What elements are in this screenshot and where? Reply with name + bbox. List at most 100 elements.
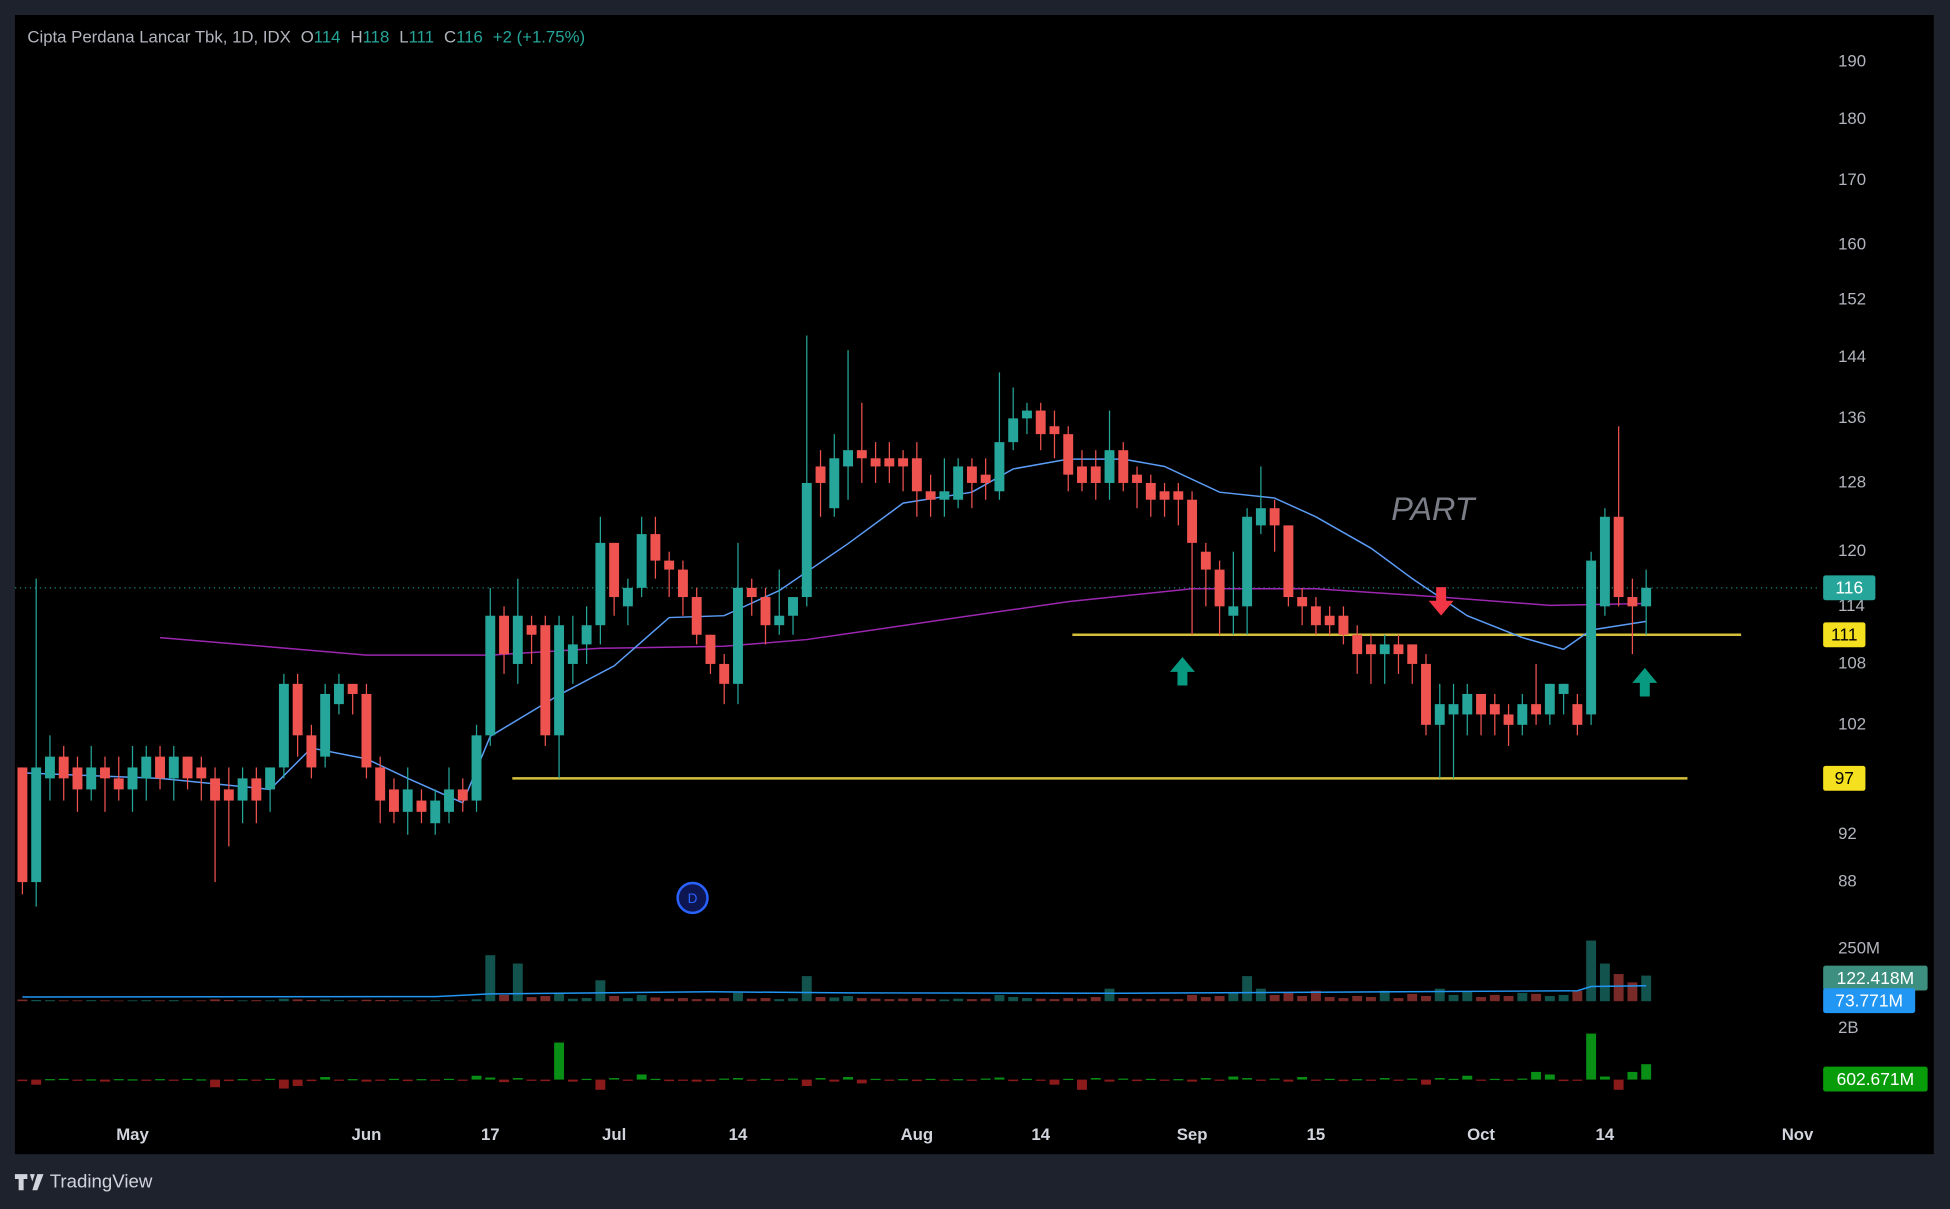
candle-body: [44, 756, 55, 779]
volume-bar: [1421, 995, 1431, 1002]
close-value: 116: [456, 28, 483, 47]
volume-bar: [1599, 963, 1610, 1002]
volume-bar: [939, 999, 950, 1002]
volume-bar: [86, 1000, 97, 1002]
flow-bar: [86, 1079, 97, 1081]
flow-bar: [636, 1074, 647, 1080]
candle-body: [223, 789, 234, 801]
moving-average: [22, 458, 1647, 804]
flow-bar: [1366, 1079, 1376, 1081]
volume-bar: [1366, 997, 1376, 1002]
candle-body: [636, 534, 647, 588]
flow-bar: [512, 1078, 523, 1080]
volume-bar: [581, 998, 592, 1002]
volume-bar: [1517, 992, 1528, 1002]
flow-bar: [58, 1078, 69, 1081]
brand: TradingView: [50, 1171, 153, 1192]
flow-bar: [457, 1079, 468, 1081]
volume-bar: [1613, 974, 1624, 1002]
flow-bar: [554, 1042, 565, 1080]
candle-body: [457, 789, 468, 801]
flow-bar: [595, 1079, 606, 1090]
signal-arrow: [1632, 667, 1658, 697]
volume-bar: [1228, 992, 1239, 1002]
flow-bar: [44, 1079, 55, 1081]
volume-bar: [1434, 988, 1445, 1002]
flow-value-label-box: [1823, 1066, 1928, 1092]
flow-bar: [911, 1079, 922, 1082]
candle-body: [196, 767, 207, 779]
volume-bar: [389, 1000, 399, 1002]
candle-body: [801, 482, 812, 598]
candle-body: [843, 450, 854, 467]
flow-bar: [499, 1079, 509, 1083]
volume-bar: [801, 976, 812, 1002]
volume-bar: [320, 999, 331, 1002]
flow-bar: [1145, 1078, 1156, 1081]
flow-bar: [1242, 1078, 1253, 1080]
flow-bar: [223, 1079, 234, 1082]
volume-bar: [1310, 990, 1321, 1002]
y-tick-label: 128: [1838, 472, 1866, 491]
candle-body: [210, 778, 221, 801]
volume-bar: [1338, 998, 1349, 1002]
flow-bar: [278, 1079, 289, 1089]
volume-bar: [306, 999, 317, 1002]
y-tick-label: 92: [1838, 824, 1857, 843]
flow-bar: [1187, 1079, 1198, 1082]
flow-bar: [567, 1079, 578, 1082]
volume-bar: [966, 999, 977, 1002]
candle-body: [512, 615, 523, 664]
flow-bar: [788, 1078, 798, 1080]
candle-body: [746, 587, 757, 598]
volume-bar: [829, 997, 840, 1002]
flow-bar: [1393, 1079, 1404, 1081]
volume-bar: [1214, 995, 1225, 1002]
flow-bar: [1503, 1079, 1514, 1081]
volume-bar: [856, 998, 867, 1002]
open-value: 114: [314, 28, 341, 47]
candle-body: [733, 587, 743, 684]
flow-bar: [72, 1079, 83, 1081]
candle-body: [1599, 516, 1610, 607]
candle-body: [72, 767, 83, 790]
flow-bar: [100, 1079, 110, 1082]
candle-body: [375, 767, 386, 801]
flow-bar: [1448, 1078, 1459, 1081]
logo-icon: [14, 1174, 44, 1191]
candle-body: [1173, 491, 1184, 500]
flow-bar: [127, 1079, 138, 1081]
volume-bar: [1352, 995, 1363, 1002]
volume-bar: [361, 999, 372, 1002]
volume-bar: [595, 980, 606, 1002]
flow-bar: [168, 1079, 179, 1081]
flow-bar: [210, 1079, 221, 1088]
flow-bar: [1077, 1079, 1087, 1090]
flow-bar: [237, 1079, 248, 1081]
volume-bar: [788, 998, 798, 1002]
volume-bar: [567, 998, 578, 1002]
volume-bar: [526, 997, 537, 1002]
volume-bar: [1118, 998, 1129, 1002]
candle-body: [1489, 704, 1500, 715]
flow-bar: [389, 1078, 399, 1081]
volume-bar: [1035, 998, 1046, 1002]
candle-body: [278, 683, 289, 768]
volume-bar: [100, 1000, 110, 1002]
flow-tick-label: 2B: [1838, 1018, 1859, 1037]
candle-body: [870, 458, 881, 467]
volume-bar: [622, 998, 633, 1002]
candle-body: [265, 767, 276, 790]
candle-body: [829, 458, 840, 509]
volume-bar: [457, 1000, 468, 1002]
volume-bar: [733, 992, 743, 1002]
flow-bar: [320, 1077, 331, 1080]
volume-bar: [980, 998, 991, 1002]
flow-bar: [526, 1079, 537, 1081]
volume-bar: [237, 1000, 248, 1002]
candle-body: [430, 800, 441, 824]
candle-body: [609, 542, 620, 598]
volume-bar: [278, 998, 289, 1002]
legend-header: Cipta Perdana Lancar Tbk, 1D, IDX O114 H11…: [27, 28, 585, 47]
